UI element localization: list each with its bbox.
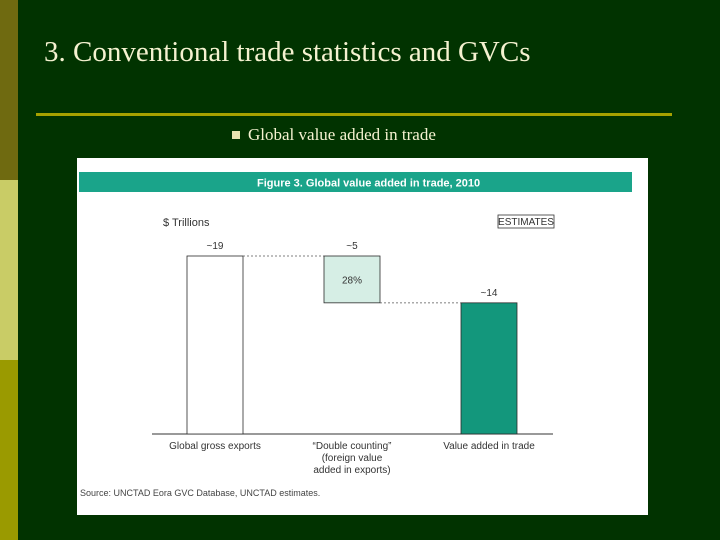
waterfall-chart: Figure 3. Global value added in trade, 2…	[79, 172, 632, 498]
category-label-value-added-line: Value added in trade	[443, 441, 535, 452]
bullet-text: Global value added in trade	[248, 125, 436, 144]
bar-value-added	[460, 302, 518, 435]
category-label-value-added: Value added in trade	[443, 441, 535, 452]
share-label: 28%	[342, 275, 362, 286]
slide-title: 3. Conventional trade statistics and GVC…	[44, 36, 531, 68]
chart-source: Source: UNCTAD Eora GVC Database, UNCTAD…	[80, 488, 320, 498]
title-rule	[36, 113, 672, 116]
value-label-gross-exports: ~19	[207, 241, 224, 252]
bullet-square-icon	[232, 131, 240, 139]
figure-title: Figure 3. Global value added in trade, 2…	[257, 178, 480, 190]
estimates-badge: ESTIMATES	[498, 217, 554, 228]
category-label-double-counting-line: added in exports)	[313, 465, 390, 476]
accent-stripe-middle	[0, 180, 18, 360]
bar-double-counting	[323, 255, 381, 304]
category-label-double-counting-line: “Double counting”	[313, 441, 392, 452]
category-label-double-counting: “Double counting” (foreign value added in …	[313, 441, 392, 476]
unit-label: $ Trillions	[163, 217, 210, 229]
category-label-double-counting-line: (foreign value	[322, 453, 383, 464]
value-label-double-counting: ~5	[346, 241, 358, 252]
bar-gross-exports	[186, 255, 244, 435]
figure-header-bar	[79, 172, 632, 192]
bullet-item: Global value added in trade	[232, 125, 436, 145]
estimates-badge-box	[497, 214, 555, 229]
accent-stripe-top	[0, 0, 18, 180]
accent-stripe-bottom	[0, 360, 18, 540]
category-label-gross-exports-line: Global gross exports	[169, 441, 261, 452]
figure-panel: Figure 3. Global value added in trade, 2…	[77, 158, 648, 515]
category-label-gross-exports: Global gross exports	[169, 441, 261, 452]
value-label-value-added: ~14	[481, 288, 498, 299]
